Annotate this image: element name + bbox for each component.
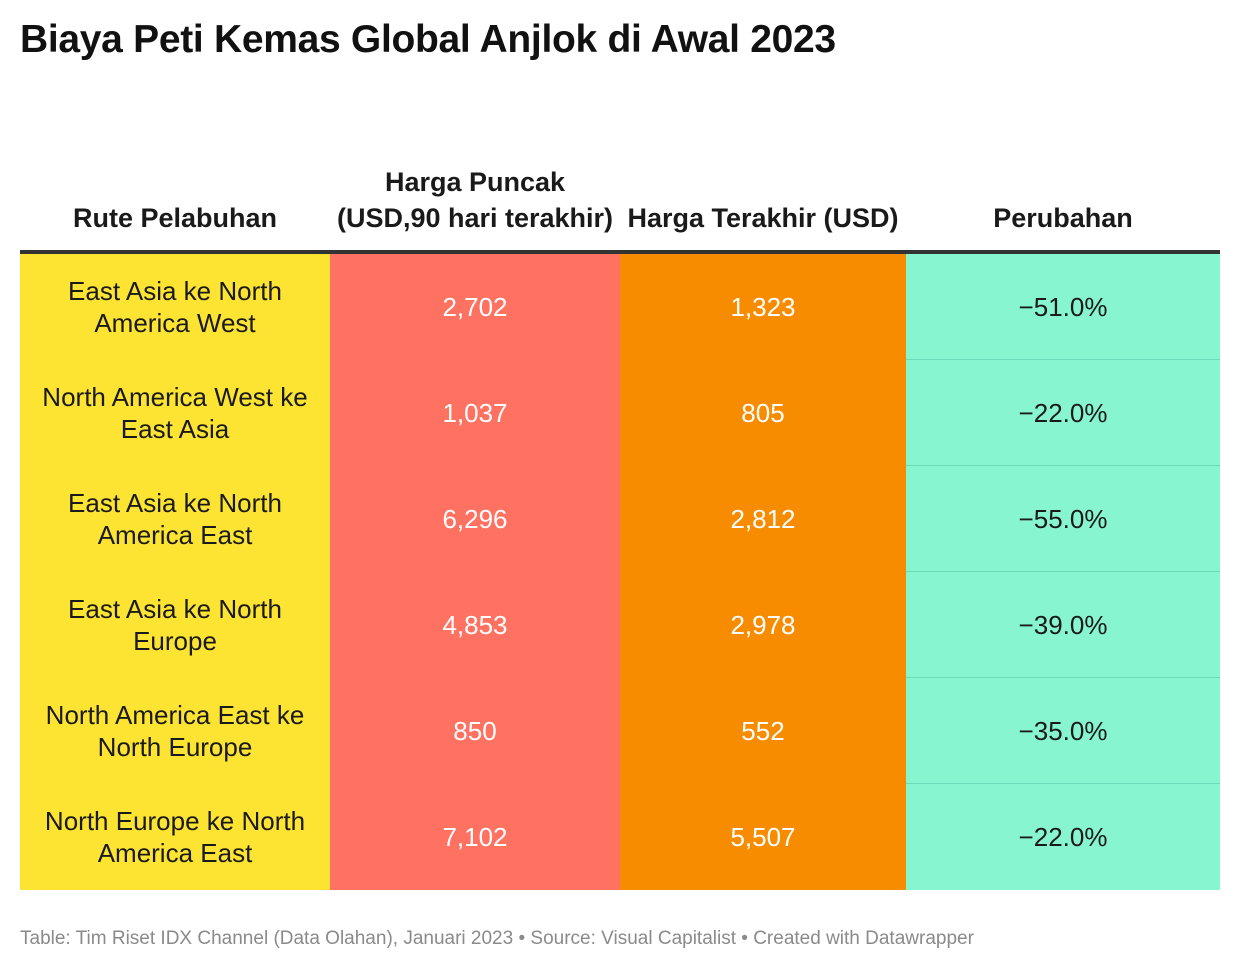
- cell-route: North America West ke East Asia: [20, 360, 330, 466]
- cell-peak-price: 850: [330, 678, 620, 784]
- table-row: East Asia ke North Europe 4,853 2,978 −39.0…: [20, 572, 1220, 678]
- column-header-change[interactable]: Perubahan: [993, 203, 1133, 233]
- table-row: North America West ke East Asia 1,037 805−…: [20, 360, 1220, 466]
- row-divider: [906, 571, 1220, 572]
- chart-title: Biaya Peti Kemas Global Anjlok di Awal 2…: [20, 18, 836, 61]
- cell-change: −35.0%: [906, 678, 1220, 784]
- cell-change: −22.0%: [906, 784, 1220, 890]
- cell-peak-price: 4,853: [330, 572, 620, 678]
- table-header: Rute Pelabuhan Harga Puncak (USD,90 hari…: [20, 120, 1220, 254]
- cell-peak-price: 1,037: [330, 360, 620, 466]
- table-row: North Europe ke North America East 7,102 5…: [20, 784, 1220, 890]
- cell-peak-price: 2,702: [330, 254, 620, 360]
- row-divider: [906, 783, 1220, 784]
- column-header-latest-price[interactable]: Harga Terakhir (USD): [627, 203, 899, 233]
- cell-change: −22.0%: [906, 360, 1220, 466]
- data-table: Rute Pelabuhan Harga Puncak (USD,90 hari…: [20, 120, 1220, 890]
- table-row: East Asia ke North America East 6,296 2,81…: [20, 466, 1220, 572]
- cell-route: East Asia ke North Europe: [20, 572, 330, 678]
- cell-latest-price: 5,507: [620, 784, 906, 890]
- cell-route: North Europe ke North America East: [20, 784, 330, 890]
- cell-route: East Asia ke North America West: [20, 254, 330, 360]
- cell-change: −39.0%: [906, 572, 1220, 678]
- column-header-route[interactable]: Rute Pelabuhan: [72, 203, 278, 233]
- cell-change: −51.0%: [906, 254, 1220, 360]
- cell-peak-price: 6,296: [330, 466, 620, 572]
- cell-latest-price: 2,978: [620, 572, 906, 678]
- cell-route: North America East ke North Europe: [20, 678, 330, 784]
- cell-latest-price: 805: [620, 360, 906, 466]
- row-divider: [906, 465, 1220, 466]
- cell-latest-price: 2,812: [620, 466, 906, 572]
- cell-route: East Asia ke North America East: [20, 466, 330, 572]
- cell-latest-price: 552: [620, 678, 906, 784]
- table-body: East Asia ke North America West 2,702 1,32…: [20, 254, 1220, 890]
- column-header-peak-price[interactable]: Harga Puncak (USD,90 hari terakhir): [336, 167, 614, 233]
- cell-latest-price: 1,323: [620, 254, 906, 360]
- table-row: North America East ke North Europe 850 552…: [20, 678, 1220, 784]
- row-divider: [906, 677, 1220, 678]
- cell-change: −55.0%: [906, 466, 1220, 572]
- table-row: East Asia ke North America West 2,702 1,32…: [20, 254, 1220, 360]
- cell-peak-price: 7,102: [330, 784, 620, 890]
- row-divider: [906, 359, 1220, 360]
- footer-source-note: Table: Tim Riset IDX Channel (Data Olaha…: [20, 928, 974, 949]
